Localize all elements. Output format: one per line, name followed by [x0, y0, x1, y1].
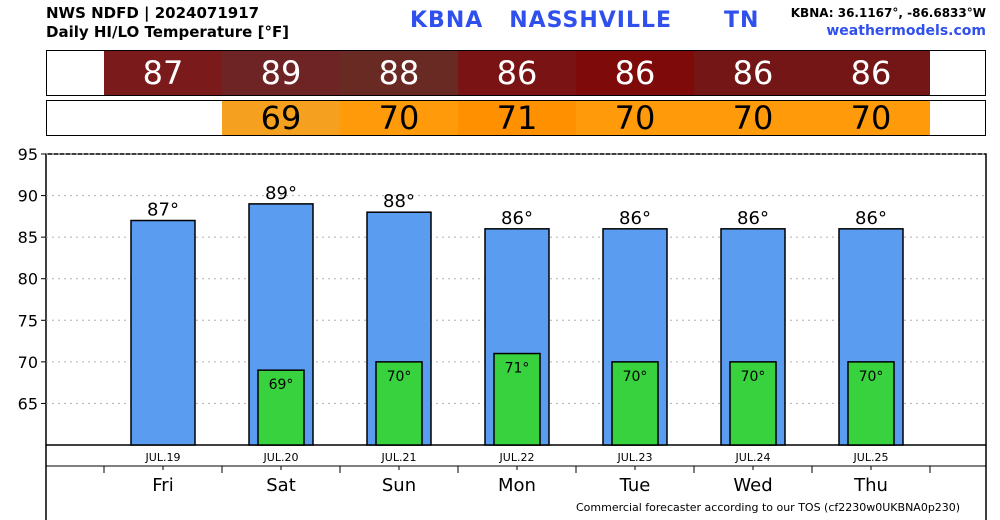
hi-band-cell: 86 [576, 51, 694, 95]
station-title: KBNA NASSHVILLE TN [410, 8, 760, 33]
x-day-label: Fri [152, 475, 173, 496]
lo-band-cell: 70 [576, 99, 694, 137]
hi-band-cell: 86 [458, 51, 576, 95]
station-coords: KBNA: 36.1167°, -86.6833°W [790, 6, 986, 20]
y-tick-label: 85 [18, 228, 38, 247]
header-left: NWS NDFD | 2024071917 Daily HI/LO Temper… [46, 4, 289, 42]
lo-band-cell: 70 [694, 99, 812, 137]
hi-band-cell: 89 [222, 51, 340, 95]
lo-value-label: 70° [387, 369, 412, 385]
model-run-label: NWS NDFD | 2024071917 [46, 4, 260, 22]
x-day-label: Wed [733, 475, 772, 496]
hi-value-label: 89° [265, 183, 297, 204]
lo-value-label: 71° [505, 361, 530, 377]
hi-band-cell: 88 [340, 51, 458, 95]
x-date-label: JUL.20 [263, 451, 299, 464]
y-tick-label: 95 [18, 145, 38, 164]
lo-bar [611, 361, 659, 446]
hi-value-label: 86° [737, 208, 769, 229]
lo-value-label: 70° [859, 369, 884, 385]
x-date-label: JUL.22 [499, 451, 535, 464]
hi-band-cell: 87 [104, 51, 222, 95]
lo-band-cell: 71 [458, 99, 576, 137]
x-date-label: JUL.23 [617, 451, 653, 464]
x-date-label: JUL.19 [145, 451, 181, 464]
hi-temp-band: 87 89 88 86 86 86 86 [46, 50, 986, 96]
x-day-label: Sat [266, 475, 296, 496]
y-tick-label: 90 [18, 187, 38, 206]
hi-value-label: 86° [501, 208, 533, 229]
x-day-label: Thu [853, 475, 888, 496]
lo-temp-band: 69 70 71 70 70 70 [46, 99, 986, 137]
chart-subtitle: Daily HI/LO Temperature [°F] [46, 23, 290, 41]
lo-value-label: 70° [741, 369, 766, 385]
hi-band-cell: 86 [694, 51, 812, 95]
lo-bar [493, 352, 541, 446]
lo-bar [375, 361, 423, 446]
hi-value-label: 87° [147, 200, 179, 221]
lo-value-label: 70° [623, 369, 648, 385]
lo-bar [729, 361, 777, 446]
site-link[interactable]: weathermodels.com [826, 23, 986, 39]
y-tick-label: 80 [18, 270, 38, 289]
lo-band-cell: 70 [812, 99, 930, 137]
lo-band-cell: 69 [222, 99, 340, 137]
lo-bar [257, 369, 305, 446]
lo-value-label: 69° [269, 377, 294, 393]
lo-band-cell: 70 [340, 99, 458, 137]
hi-bar [130, 219, 196, 446]
hi-value-label: 86° [619, 208, 651, 229]
x-day-label: Mon [498, 475, 536, 496]
hi-value-label: 88° [383, 191, 415, 212]
x-day-label: Sun [382, 475, 416, 496]
y-tick-label: 65 [18, 394, 38, 413]
x-date-label: JUL.25 [853, 451, 889, 464]
hi-band-cell: 86 [812, 51, 930, 95]
y-tick-label: 70 [18, 353, 38, 372]
x-date-label: JUL.24 [735, 451, 771, 464]
y-tick-label: 75 [18, 311, 38, 330]
x-day-label: Tue [619, 475, 651, 496]
hi-value-label: 86° [855, 208, 887, 229]
x-date-label: JUL.21 [381, 451, 417, 464]
footer-note: Commercial forecaster according to our T… [576, 501, 961, 514]
lo-bar [847, 361, 895, 446]
